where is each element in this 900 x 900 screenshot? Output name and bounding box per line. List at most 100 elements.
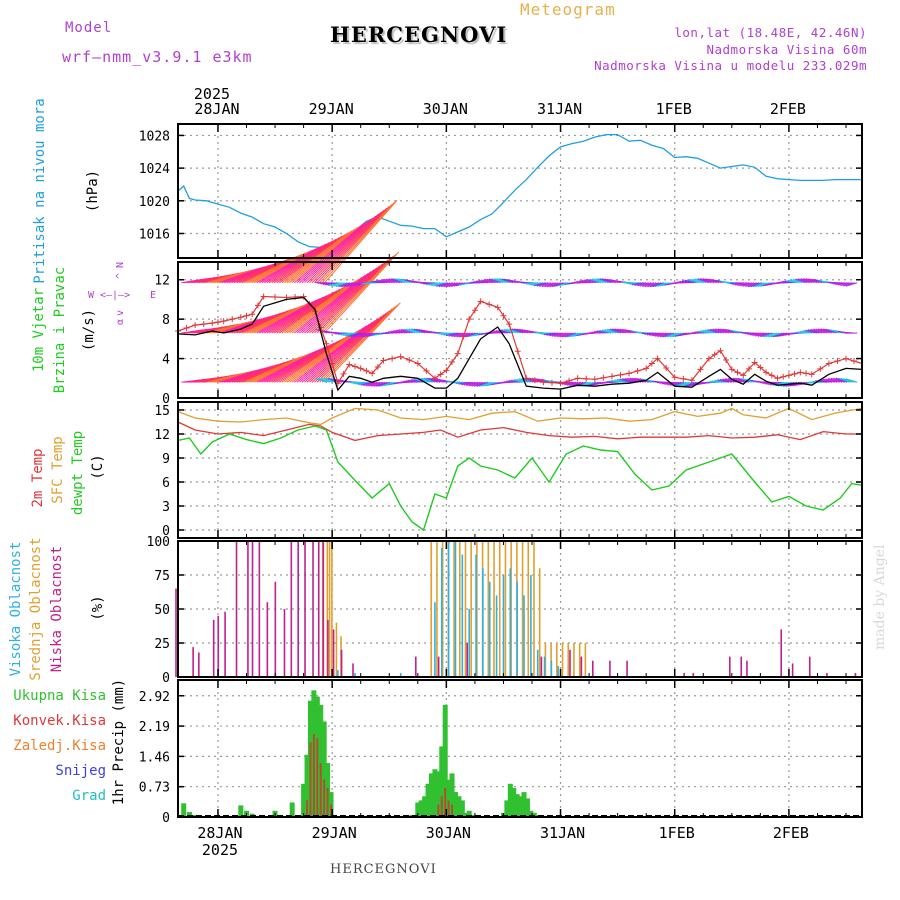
wind-gust-marker [449,359,456,366]
wind-arrow [699,330,712,334]
wind-arrow [654,332,667,337]
date-label-bottom: 28JAN [197,824,242,842]
wind-arrow [393,330,406,334]
wind-arrow [259,348,321,383]
wind-arrow [309,314,385,383]
wind-arrow [433,378,446,383]
total-precip-bar [418,800,424,817]
wind-arrow [271,290,338,334]
wind-arrow [320,377,333,383]
wind-gust-marker [220,318,227,325]
wind-arrow [426,377,438,383]
wind-arrow [327,282,340,287]
wind-gust-marker [477,298,484,305]
wind-arrow [813,328,825,334]
wind-arrow [652,332,664,337]
wind-arrow [373,381,386,387]
wind-arrow [669,381,682,386]
wind-arrow [378,381,391,387]
wind-arrow [396,278,408,284]
wind-arrow [732,282,745,285]
year-label-bottom: 2025 [202,841,238,859]
wind-arrow [747,332,760,335]
wind-gust-marker [566,377,573,384]
wind-arrow [274,237,340,284]
wind-gust-marker [460,333,467,340]
wind-arrow [353,332,365,338]
wind-arrow [337,332,350,335]
page-title: HERCEGNOVI [330,22,508,47]
wind-arrow [506,328,519,334]
wind-arrow [284,332,355,383]
wind-arrow [597,278,609,284]
wind-arrow [496,329,509,334]
wind-arrow [578,280,591,284]
wind-arrow [662,332,674,338]
wind-gust-marker [443,367,450,374]
wind-arrow [405,380,418,383]
wind-gust-marker [229,316,236,323]
wind-arrow [614,328,627,334]
wind-arrow [321,253,397,334]
y-tick-label: 9 [162,452,170,467]
wind-gust-marker [688,377,695,384]
wind-arrow [599,278,612,284]
wind-gust-marker [648,360,655,367]
wind-gust-marker [717,347,724,354]
date-label-bottom: 31JAN [540,824,585,842]
wind-arrow [649,282,662,288]
wind-arrow [692,278,705,284]
wind-arrow [321,201,395,284]
model-label: Model [65,20,113,36]
wind-gust-marker [431,375,438,382]
precip-legend-item: Snijeg [55,763,106,779]
total-precip-bar [449,773,455,817]
wind-arrow [551,282,564,288]
wind-arrow [398,329,411,334]
wind-arrow [254,249,313,284]
wind-arrow [784,280,797,284]
wind-arrow [564,332,577,338]
wind-arrow [319,255,394,334]
y-tick-label: 75 [154,569,170,584]
wind-arrow [659,332,672,338]
wind-arrow [546,332,559,336]
wind-arrow [792,278,805,284]
wind-gust-marker [671,374,678,381]
location-coords: lon,lat (18.48E, 42.46N) [674,25,867,40]
total-precip-bar [504,800,510,817]
wind-arrow [516,328,529,334]
wind-arrow [755,332,767,337]
wind-arrow [425,282,438,286]
date-label-top: 1FEB [656,100,692,118]
wind-arrow [725,378,737,383]
wind-arrow [823,328,835,334]
wind-arrow [828,378,840,383]
wind-arrow [566,381,579,386]
wind-arrow [375,381,388,387]
wind-gust-marker [540,379,547,386]
wind-arrow [559,332,571,338]
total-precip-bar [511,787,517,817]
wind-arrow [825,378,838,383]
wind-arrow [335,282,348,288]
wind-arrow [622,328,634,334]
conv-precip-bar [306,800,309,817]
wind-arrow [284,281,354,334]
wind-arrow [486,278,499,284]
wind-arrow [363,381,376,387]
wind-arrow [516,378,529,383]
wind-arrow [468,381,481,387]
wind-gust-marker [780,373,787,380]
wind-arrow [737,377,750,383]
wind-gust-marker [785,372,792,379]
wind-gust-marker [711,351,718,358]
wind-arrow [770,332,783,338]
wind-arrow [606,328,619,334]
total-precip-bar [318,704,324,817]
wind-arrow [355,332,368,338]
wind-arrow [719,378,732,383]
wind-arrow [616,378,629,383]
wind-arrow [478,279,491,284]
wind-arrow [294,223,365,284]
